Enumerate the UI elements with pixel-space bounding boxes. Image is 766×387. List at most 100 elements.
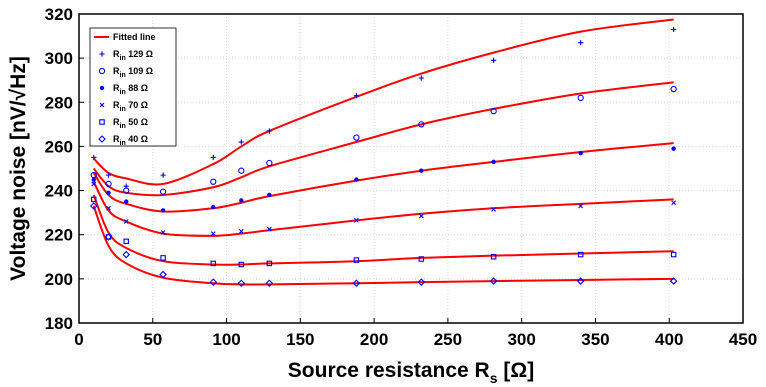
x-axis-label: Source resistance Rs [Ω] [288,359,534,386]
data-point-5 [89,202,98,210]
data-point-4 [210,260,217,267]
legend-marker-3 [99,102,105,108]
data-point-0 [491,57,497,63]
data-point-0 [578,40,584,46]
fit-line-2 [92,142,674,213]
data-point-5 [352,279,361,288]
data-point-5 [489,277,498,285]
data-point-2 [419,168,424,173]
y-tick-label: 300 [45,49,73,68]
y-tick-label: 260 [45,137,73,156]
data-point-1 [159,188,167,195]
y-tick-label: 320 [45,5,73,24]
data-point-3 [210,231,216,236]
data-point-3 [123,219,129,224]
data-point-1 [670,85,677,93]
data-point-2 [239,198,244,203]
data-point-5 [417,278,426,286]
data-point-4 [105,234,112,240]
data-point-4 [160,255,166,261]
fit-line-5 [92,205,674,286]
data-point-4 [238,261,245,268]
data-point-5 [104,233,113,241]
x-tick-label: 300 [507,330,535,349]
legend-label-3: Rin 70 Ω [113,100,148,113]
data-point-1 [123,187,130,194]
data-point-2 [91,177,96,182]
data-point-3 [238,229,244,234]
data-point-0 [671,26,677,33]
data-point-5 [576,277,585,285]
data-point-5 [237,279,246,288]
data-point-4 [670,251,677,258]
data-point-3 [160,230,166,235]
fitted-lines [92,18,674,286]
data-point-2 [578,150,583,156]
legend-label-1: Rin 109 Ω [113,66,153,79]
legend-box [89,27,177,147]
legend-marker-2 [99,85,105,91]
data-point-5 [209,278,218,286]
legend-label-2: Rin 88 Ω [113,83,148,96]
x-axis-label-main: Source resistance R [288,359,490,382]
data-point-1 [418,121,425,128]
data-point-0 [266,128,272,134]
data-point-0 [353,93,360,99]
x-tick-label: 0 [74,330,83,349]
data-point-1 [105,180,112,188]
data-point-3 [266,226,272,232]
x-tick-label: 200 [360,330,388,349]
data-point-4 [266,260,273,267]
data-point-2 [160,208,166,213]
data-point-2 [106,190,111,195]
grid [78,13,744,324]
plot-frame [78,13,744,324]
fit-line-4 [92,194,674,266]
legend-label-5: Rin 40 Ω [113,134,148,147]
data-point-5 [122,250,130,259]
data-point-3 [354,217,359,223]
data-point-0 [91,154,97,161]
ticks: 0 50 100 150 200 250 300 350 400 450 180 200 220 240 2… [45,5,758,349]
legend: Fitted line Rin 129 Ω Rin 109 Ω Rin 88 Ω Ri… [89,27,177,147]
data-point-2 [354,177,359,182]
data-point-1 [490,107,497,115]
legend-entries: Rin 129 Ω Rin 109 Ω Rin 88 Ω Rin 70 Ω Rin 50… [98,49,153,147]
x-tick-label: 100 [212,330,240,349]
y-axis-label: Voltage noise [nV/√Hz] [7,56,30,281]
data-point-4 [577,251,584,258]
data-point-3 [418,213,424,219]
x-tick-label: 400 [655,330,683,349]
data-point-3 [578,203,584,209]
data-point-3 [491,206,497,212]
data-point-4 [418,256,425,262]
y-tick-label: 240 [45,182,73,201]
y-tick-label: 180 [45,314,73,333]
legend-marker-4 [99,119,105,125]
data-point-0 [160,172,166,178]
data-point-1 [266,159,273,167]
legend-marker-1 [98,67,106,75]
x-axis-label-unit: [Ω] [498,359,535,382]
legend-label-0: Rin 129 Ω [113,49,153,62]
legend-marker-0 [99,51,105,57]
data-point-2 [211,204,216,210]
data-point-4 [353,257,360,263]
x-tick-label: 350 [581,330,609,349]
data-point-3 [671,200,677,206]
data-point-2 [267,192,272,198]
legend-fit-label: Fitted line [113,32,156,42]
x-axis-label-sub: s [490,370,498,386]
data-point-4 [490,254,497,260]
legend-marker-5 [98,135,106,143]
x-tick-label: 150 [286,330,314,349]
fit-line-3 [92,181,674,237]
x-tick-label: 250 [434,330,462,349]
data-point-1 [210,178,217,185]
data-point-5 [159,270,167,279]
data-point-0 [238,139,244,145]
data-markers [89,26,678,288]
y-tick-label: 200 [45,270,73,289]
x-tick-label: 450 [729,330,757,349]
data-point-4 [91,196,97,203]
